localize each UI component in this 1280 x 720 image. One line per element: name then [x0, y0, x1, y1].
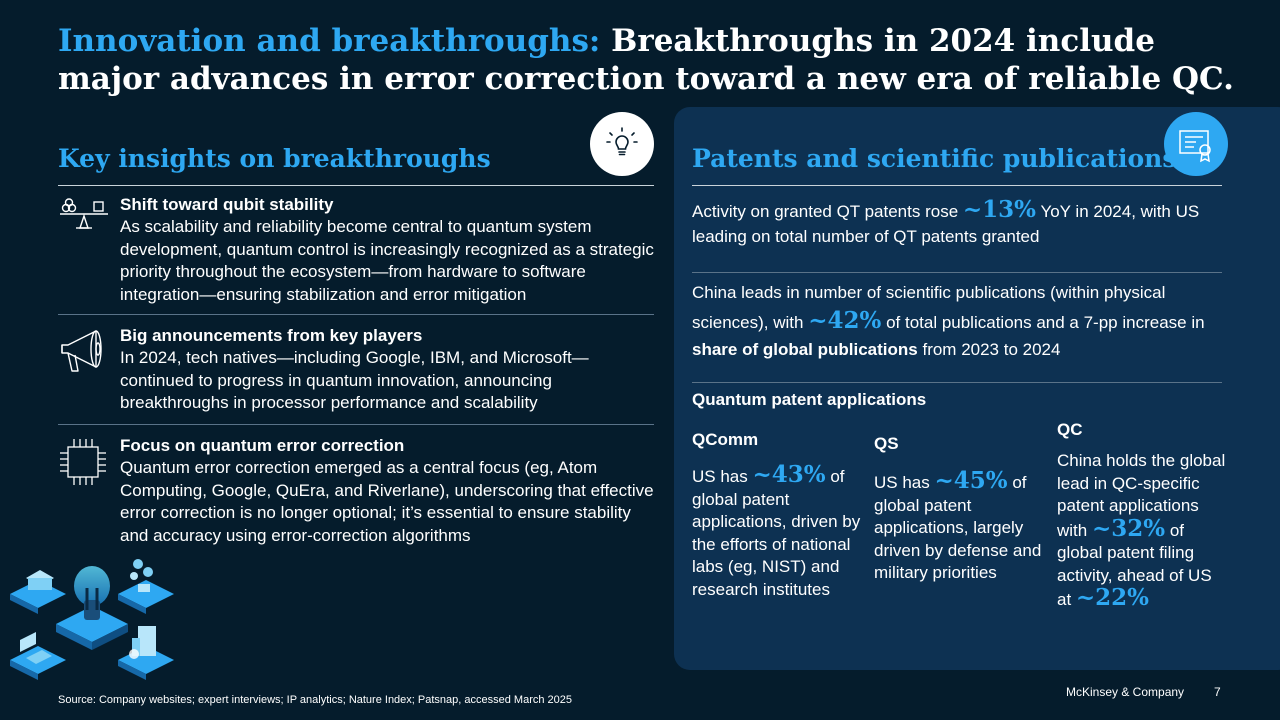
patents-stat: ~13%: [962, 196, 1037, 223]
isometric-tech-illustration-icon: [6, 548, 178, 690]
column-text-pre: US has: [874, 473, 935, 492]
publications-stat: ~42%: [808, 306, 882, 334]
column-text-pre: China holds the global lead in QC-specif…: [1057, 451, 1226, 540]
insight-item: Big announcements from key players In 20…: [58, 325, 654, 415]
publications-paragraph: China leads in number of scientific publ…: [692, 279, 1222, 364]
insight-item: Focus on quantum error correction Quantu…: [58, 435, 654, 547]
left-heading-rule: [58, 185, 654, 186]
patents-divider: [692, 272, 1222, 273]
column-stat-2: ~22%: [1075, 584, 1150, 611]
megaphone-icon: [58, 327, 110, 379]
brand-name: McKinsey & Company: [1066, 685, 1185, 699]
publications-text-mid: of total publications and a 7-pp increas…: [881, 312, 1205, 332]
insight-divider: [58, 314, 654, 315]
column-stat: ~43%: [752, 461, 826, 488]
slide-title: Innovation and breakthroughs: Breakthrou…: [58, 22, 1238, 98]
balance-scale-icon: [58, 194, 110, 246]
column-title-qs: QS: [874, 434, 899, 453]
column-text-post: of global patent applications, driven by…: [692, 467, 861, 599]
insight-divider: [58, 424, 654, 425]
page-number: 7: [1214, 685, 1221, 699]
patents-paragraph: Activity on granted QT patents rose ~13%…: [692, 197, 1222, 249]
patents-text-post: YoY in 2024, with US leading on total nu…: [692, 202, 1200, 246]
insight-text: Big announcements from key players In 20…: [120, 325, 656, 415]
applications-heading: Quantum patent applications: [692, 390, 927, 409]
column-stat: ~45%: [934, 467, 1008, 494]
publications-bold: share of global publications: [692, 340, 918, 359]
insight-heading: Shift toward qubit stability: [120, 195, 334, 214]
column-text-qcomm: US has ~43% of global patent application…: [692, 461, 862, 601]
publications-divider: [692, 382, 1222, 383]
lightbulb-icon: [590, 112, 654, 176]
chip-icon: [58, 437, 110, 489]
column-text-post: of global patent filing activity, ahead …: [1057, 520, 1212, 610]
patents-text-pre: Activity on granted QT patents rose: [692, 202, 963, 221]
publications-text-post: from 2023 to 2024: [917, 340, 1061, 359]
insight-body: As scalability and reliability become ce…: [120, 217, 654, 304]
insight-text: Focus on quantum error correction Quantu…: [120, 435, 656, 547]
right-section-heading: Patents and scientific publications: [692, 144, 1177, 173]
insight-body: In 2024, tech natives—including Google, …: [120, 348, 589, 412]
column-stat: ~32%: [1091, 514, 1166, 542]
insight-body: Quantum error correction emerged as a ce…: [120, 458, 654, 545]
insight-heading: Big announcements from key players: [120, 326, 423, 345]
column-title-qc: QC: [1057, 420, 1083, 439]
source-note: Source: Company websites; expert intervi…: [58, 694, 572, 706]
left-section-heading: Key insights on breakthroughs: [58, 144, 491, 173]
title-accent: Innovation and breakthroughs:: [58, 23, 601, 59]
certificate-icon: [1164, 112, 1228, 176]
right-panel: [674, 107, 1280, 670]
right-heading-rule: [692, 185, 1222, 186]
insight-item: Shift toward qubit stability As scalabil…: [58, 194, 654, 306]
insight-text: Shift toward qubit stability As scalabil…: [120, 194, 656, 306]
column-text-qs: US has ~45% of global patent application…: [874, 467, 1044, 585]
insight-heading: Focus on quantum error correction: [120, 436, 405, 455]
column-text-pre: US has: [692, 467, 753, 486]
column-title-qcomm: QComm: [692, 430, 759, 449]
column-text-post: of global patent applications, largely d…: [874, 473, 1042, 582]
column-text-qc: China holds the global lead in QC-specif…: [1057, 450, 1229, 612]
title-rest: Breakthroughs in 2024 include major adva…: [58, 23, 1234, 97]
publications-text-pre: China leads in number of scientific publ…: [692, 283, 1166, 332]
